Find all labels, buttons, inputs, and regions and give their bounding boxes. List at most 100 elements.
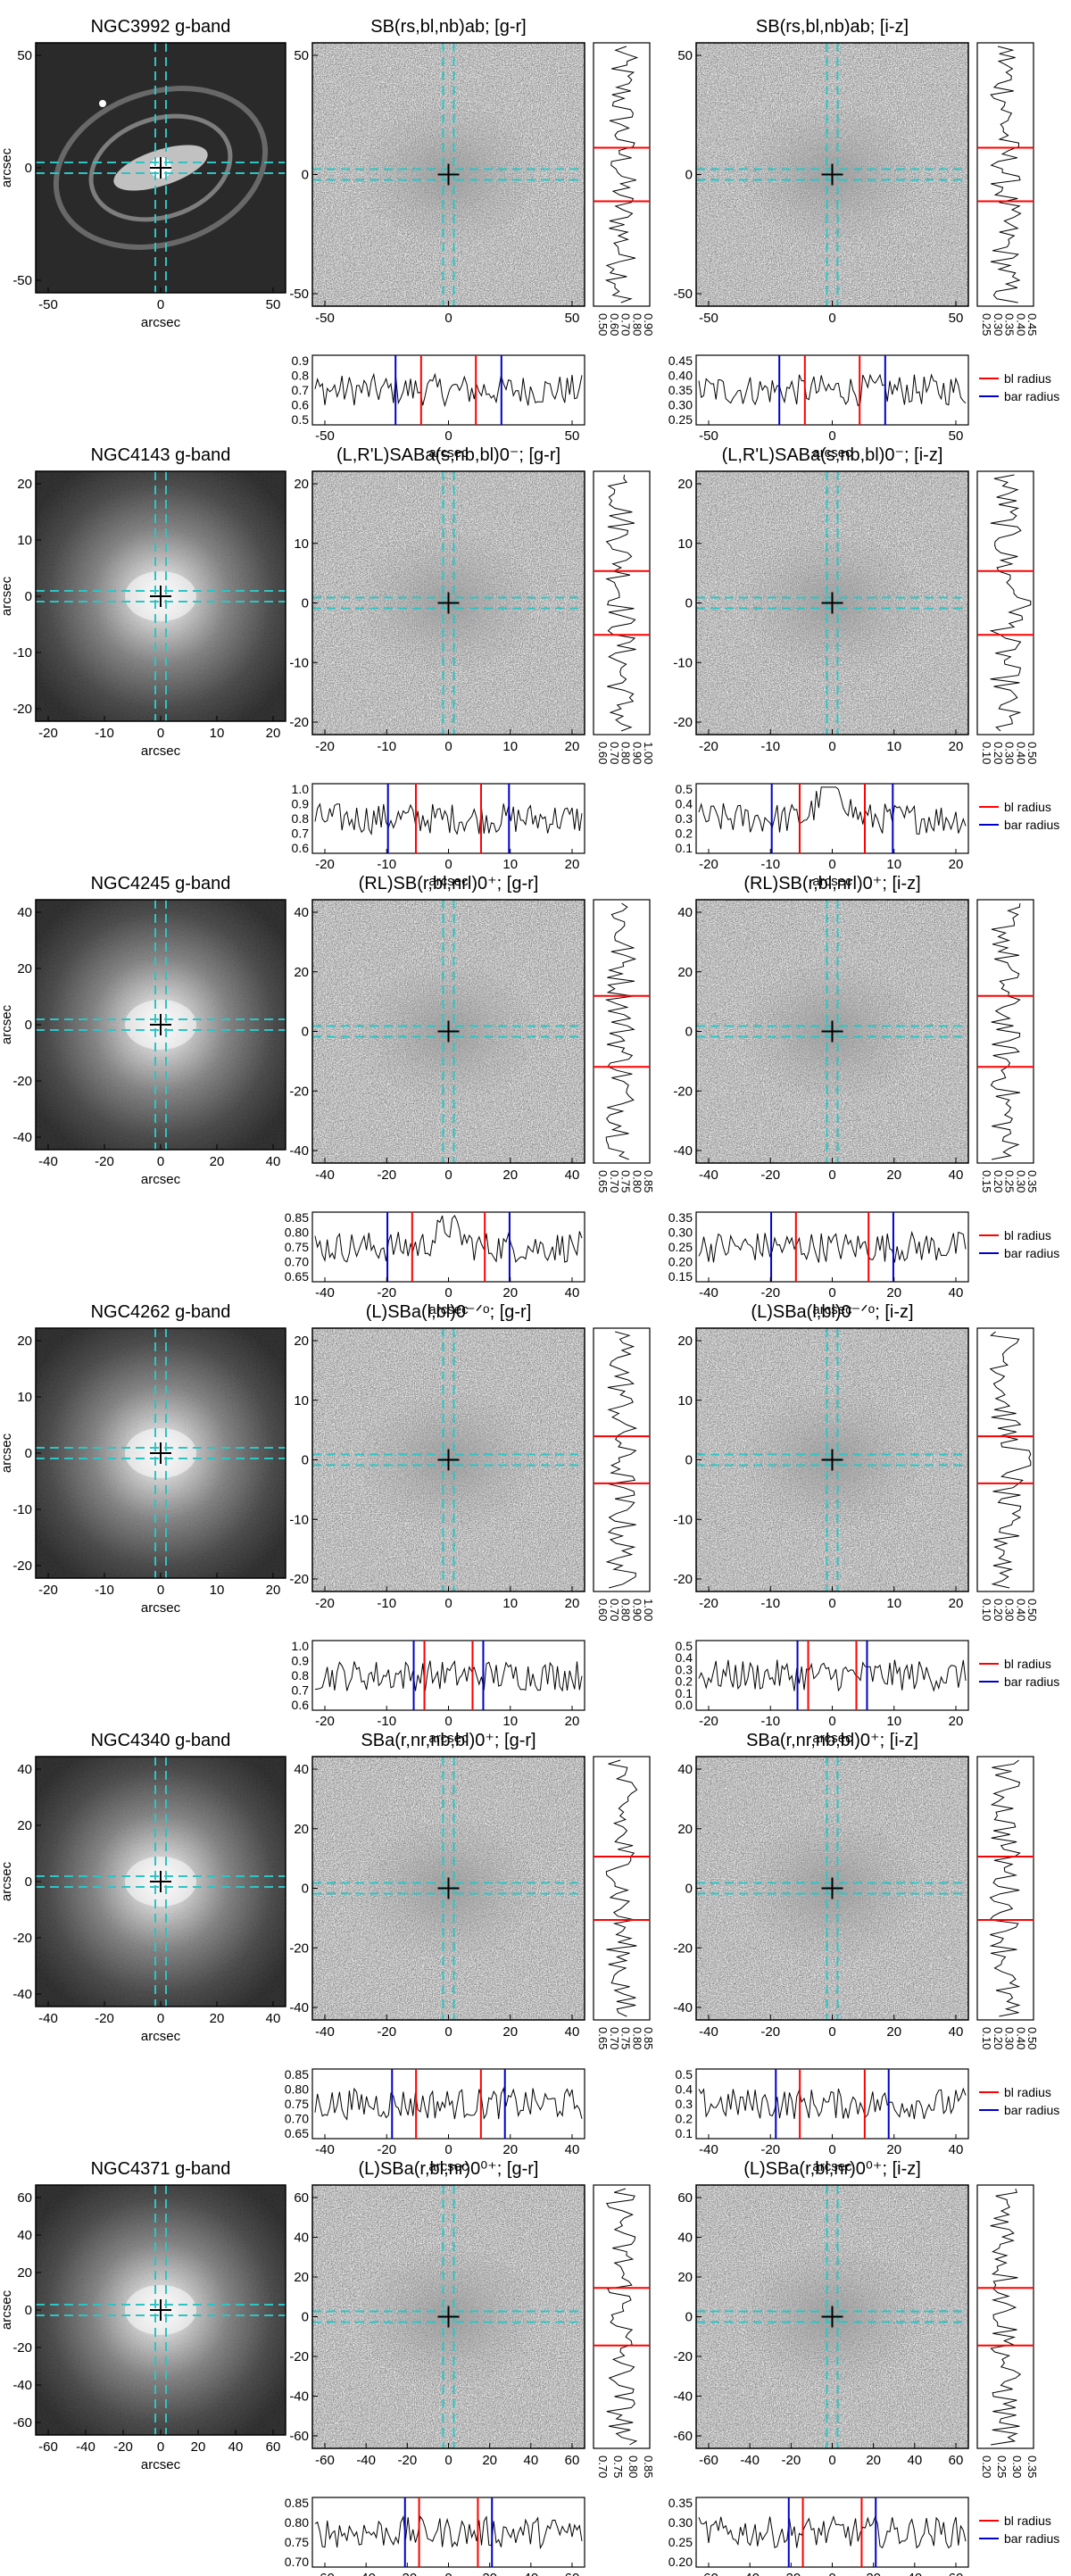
x-tick-label: -50 [38,297,58,312]
side-tick-label: 0.80 [630,1170,643,1192]
bottom-y-tick-label: 0.30 [668,2515,693,2530]
y-tick-label: 0 [25,161,32,176]
y-tick-label: -10 [12,645,32,661]
gr-vertical-profile: 0.650.700.750.800.85 [593,1756,655,2049]
x-tick-label: 20 [502,1285,518,1300]
x-axis-label: arcsec [141,2457,181,2472]
x-tick-label: -10 [95,726,114,741]
x-tick-label: 40 [565,2024,580,2040]
y-tick-label: 40 [677,1762,693,1777]
x-tick-label: 20 [949,739,964,754]
iz-panel: (L)SBa(r,bl,nr)0⁰⁺; [i-z] -60 -40 -20 0 20 40 6… [668,2159,1060,2576]
y-tick-label: 20 [17,1334,32,1349]
y-tick-label: -50 [673,287,693,302]
x-tick-label: 0 [444,739,452,754]
x-axis-label: arcsec [141,1172,181,1187]
side-tick-label: 0.40 [1014,742,1027,764]
bottom-y-tick-label: 0.1 [676,2126,693,2140]
y-tick-label: -20 [673,1940,693,1956]
y-axis-label: arcsec [0,576,14,616]
y-tick-label: -40 [673,2389,693,2405]
y-axis-label: arcsec [0,1433,14,1473]
gr-title: SB(rs,bl,nb)ab; [g-r] [370,17,527,37]
side-tick-label: 0.50 [1025,1599,1039,1621]
side-tick-label: 0.25 [995,2456,1009,2478]
profile-curve [605,2188,638,2446]
x-tick-label: 0 [828,2571,835,2576]
row-ngc4371: NGC4371 g-band -60 -40 -20 0 20 40 60 60 40 20 0 -20… [0,2159,1059,2576]
side-tick-label: 0.45 [1025,313,1039,336]
iz-panel: (L)SBa(l,bl)0⁻ᐟᵒ; [i-z] -20 -10 0 10 20 20 10 0 -… [673,1302,1059,1746]
iz-panel: (RL)SB(r,bl,nrl)0⁺; [i-z] -40 -20 0 20 40 40 20… [668,874,1060,1317]
bottom-y-tick-label: 0.75 [285,2535,309,2549]
bottom-y-tick-label: 0.8 [292,1668,310,1683]
bottom-y-tick-label: 0.65 [285,2126,309,2140]
bottom-y-tick-label: 0.70 [285,2112,309,2126]
profile-frame [593,470,651,735]
x-axis-label: arcsec [812,1731,852,1746]
x-tick-label: -20 [38,726,58,741]
side-tick-label: 0.20 [992,2027,1005,2049]
side-tick-label: 0.30 [992,313,1005,336]
x-tick-label: -20 [699,1596,718,1611]
x-tick-label: 0 [828,1714,835,1729]
profile-legend: bl radius bar radius [979,800,1059,832]
x-tick-label: -20 [315,1596,335,1611]
y-tick-label: 0 [685,1882,693,1897]
bottom-y-tick-label: 0.85 [285,2067,309,2082]
x-tick-label: -10 [760,857,780,872]
x-axis-label: arcsec [141,315,181,330]
y-tick-label: 50 [17,48,32,63]
bottom-y-tick-label: 0.25 [668,1240,693,1254]
x-tick-label: -10 [95,1583,114,1598]
bottom-y-tick-label: 0.25 [668,2535,693,2549]
x-tick-label: 40 [523,2571,538,2576]
x-tick-label: -20 [781,2571,801,2576]
x-tick-label: -50 [315,428,335,444]
y-tick-label: -20 [673,2349,693,2364]
x-tick-label: 20 [502,2024,518,2040]
x-tick-label: 0 [444,428,452,444]
y-tick-label: 20 [17,477,32,492]
x-axis-label: arcsec [812,874,852,889]
x-tick-label: -60 [699,2453,718,2468]
row-ngc4245: NGC4245 g-band -40 -20 0 20 40 40 20 0 -20 -40 arcs… [0,874,1059,1317]
x-tick-label: 20 [949,857,964,872]
gr-panel: (L)SBa(l,bl)0⁻ᐟᵒ; [g-r] -20 -10 0 10 20 20 10 0 -… [289,1302,655,1746]
gr-horizontal-profile: 0.90.80.70.60.5 -50 0 50 arcsec [292,353,585,461]
profile-curve [989,1759,1021,2017]
y-tick-label: -20 [12,702,32,717]
side-tick-label: 0.10 [980,742,993,764]
iz-horizontal-profile: 0.350.300.250.20-60-40-200204060arcsec [668,2496,969,2576]
bottom-y-tick-label: 0.7 [292,383,310,397]
x-tick-label: 20 [949,1596,964,1611]
x-tick-label: 10 [886,1714,901,1729]
y-tick-label: -20 [673,1084,693,1099]
iz-panel: SBa(r,nr,nb,bl)0⁺; [i-z]-40 -20 0 20 4040200… [673,1731,1059,2174]
gr-color-map [311,470,585,735]
profile-frame [695,2497,969,2568]
bottom-y-tick-label: 0.85 [285,2496,309,2510]
profile-frame [311,354,585,426]
y-tick-label: 0 [685,2310,693,2325]
side-tick-label: 0.30 [1003,742,1017,764]
gr-title: (L)SBa(l,bl)0⁻ᐟᵒ; [g-r] [366,1302,532,1322]
bottom-y-tick-label: 0.70 [285,2555,309,2569]
legend-bl-label: bl radius [1004,2514,1051,2528]
side-tick-label: 0.15 [980,1170,993,1192]
side-tick-label: 0.30 [1003,1599,1017,1621]
iz-color-map [695,42,969,307]
x-tick-label: 0 [444,2142,452,2157]
bottom-y-tick-label: 0.2 [676,827,693,841]
y-tick-label: -20 [673,715,693,730]
legend-bar-label: bar radius [1004,389,1059,403]
gr-vertical-profile: 0.600.700.800.901.00 [593,470,655,764]
x-tick-label: 60 [949,2571,964,2576]
y-tick-label: 10 [17,1390,32,1405]
y-tick-label: -20 [289,1572,309,1587]
gr-color-map [311,1756,585,2021]
x-tick-label: 10 [502,1714,518,1729]
x-tick-label: -50 [699,428,718,444]
x-tick-label: -50 [699,311,718,326]
profile-frame [695,1211,969,1283]
